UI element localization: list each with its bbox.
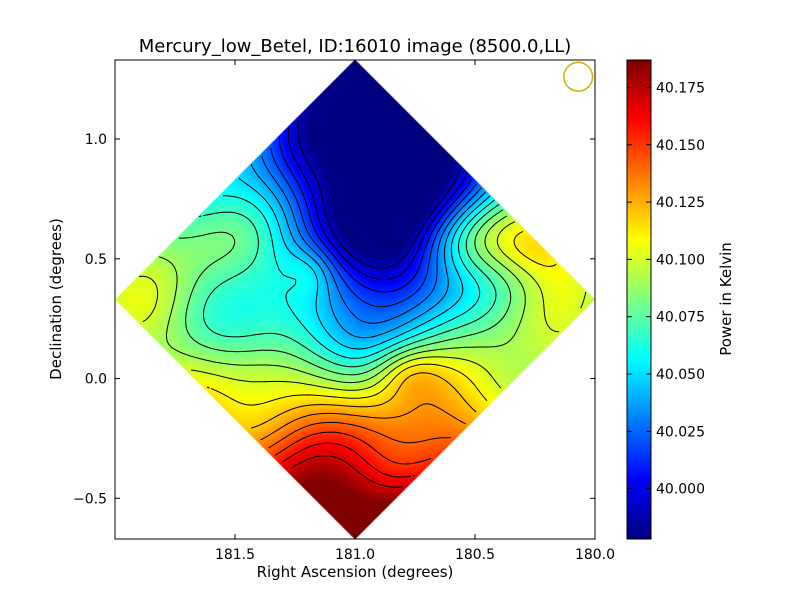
contour-line-1 <box>287 127 468 280</box>
x-tick-label: 180.0 <box>575 547 615 563</box>
chart-title: Mercury_low_Betel, ID:16010 image (8500.… <box>139 36 572 57</box>
contour-line-12 <box>206 231 557 406</box>
colorbar-tick-label: 40.025 <box>656 424 705 440</box>
y-axis-label: Declination (degrees) <box>47 218 65 380</box>
contour-line-17 <box>282 442 416 478</box>
colorbar-tick-label: 40.050 <box>656 367 705 383</box>
contour-line-11 <box>138 221 587 391</box>
x-axis-label: Right Ascension (degrees) <box>257 563 454 581</box>
colorbar: 40.000 40.025 40.050 40.075 40.100 40.125 40.1… <box>626 59 705 540</box>
contour-line-13 <box>250 372 477 429</box>
x-axis-ticks: 181.5 181.0 180.5 180.0 <box>215 60 615 563</box>
heatmap-image <box>115 60 595 539</box>
plot-area: 181.5 181.0 180.5 180.0 −0.5 0.0 0.5 1.0 <box>73 59 615 563</box>
colorbar-label: Power in Kelvin <box>717 242 735 356</box>
colorbar-tick-label: 40.175 <box>656 81 705 97</box>
contour-line-7 <box>222 195 495 359</box>
contour-line-5 <box>250 163 486 339</box>
contour-line-3 <box>270 147 477 308</box>
colorbar-frame <box>626 59 652 540</box>
colorbar-tick-label: 40.150 <box>656 138 705 154</box>
contour-line-4 <box>261 155 482 324</box>
contour-line-0 <box>297 115 461 269</box>
colorbar-tick-label: 40.100 <box>656 252 705 268</box>
contour-line-6 <box>238 177 491 350</box>
colorbar-gradient <box>627 60 651 539</box>
colorbar-tick-label: 40.125 <box>656 195 705 211</box>
contour-line-2 <box>278 135 472 293</box>
y-tick-label: −0.5 <box>73 491 107 507</box>
contour-line-15 <box>268 421 452 449</box>
colorbar-ticks: 40.000 40.025 40.050 40.075 40.100 40.125 40.1… <box>627 81 705 498</box>
x-tick-label: 180.5 <box>455 547 495 563</box>
x-tick-label: 181.5 <box>215 547 255 563</box>
contour-lines <box>138 115 587 488</box>
y-tick-label: 0.0 <box>85 372 107 388</box>
x-tick-label: 181.0 <box>335 547 375 563</box>
contour-line-9 <box>179 209 512 376</box>
contour-line-8 <box>198 203 500 368</box>
y-tick-label: 0.5 <box>85 252 107 268</box>
colorbar-tick-label: 40.000 <box>656 482 705 498</box>
y-tick-label: 1.0 <box>85 132 107 148</box>
beam-marker <box>563 61 594 92</box>
y-axis-ticks: −0.5 0.0 0.5 1.0 <box>73 132 595 507</box>
contour-line-14 <box>260 403 466 441</box>
colorbar-tick-label: 40.075 <box>656 310 705 326</box>
contour-line-16 <box>274 431 432 465</box>
contour-line-18 <box>290 455 404 488</box>
contour-line-10 <box>158 215 526 384</box>
